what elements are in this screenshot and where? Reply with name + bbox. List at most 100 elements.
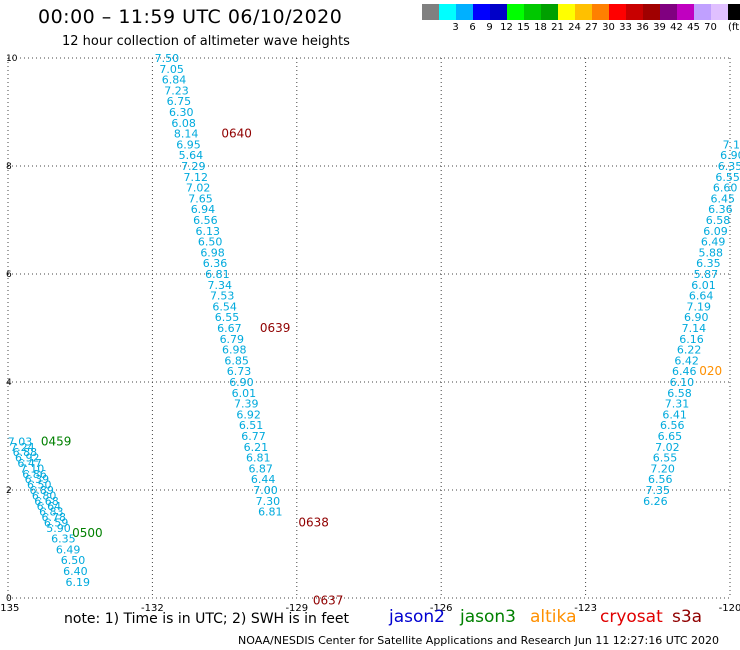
wave-height-value: 6.77: [241, 430, 266, 443]
legend-label: 33: [619, 22, 632, 33]
wave-height-value: 6.41: [662, 408, 687, 421]
wave-height-value: 6.59: [44, 516, 69, 529]
wave-height-value: 6.26: [643, 495, 668, 508]
wave-height-value: 7.29: [181, 160, 206, 173]
wave-height-value: 6.81: [246, 452, 271, 465]
wave-height-value: 6.86: [22, 468, 47, 481]
wave-height-value: 8.14: [174, 128, 199, 141]
y-tick-label: 0: [6, 594, 12, 604]
legend-swatch: [575, 4, 592, 20]
wave-height-value: 6.84: [162, 74, 187, 87]
wave-height-value: 5.64: [179, 149, 204, 162]
wave-height-value: 6.98: [222, 344, 247, 357]
legend-swatch: [541, 4, 558, 20]
wave-height-value: 6.80: [32, 489, 57, 502]
wave-height-value: 7.20: [650, 462, 675, 475]
wave-height-value: 7.35: [646, 484, 671, 497]
wave-height-value: 7.34: [208, 279, 233, 292]
legend-swatch: [609, 4, 626, 20]
legend-label: 70: [704, 22, 717, 33]
wave-height-value: 7.00: [253, 484, 278, 497]
wave-height-value: 6.39: [25, 473, 50, 486]
wave-height-value: 6.88: [13, 446, 38, 459]
wave-height-value: 5.87: [694, 268, 719, 281]
wave-height-value: 6.79: [220, 333, 245, 346]
wave-height-value: 6.35: [51, 533, 76, 546]
wave-height-value: 7.50: [155, 52, 180, 65]
legend-swatch: [660, 4, 677, 20]
footnote: note: 1) Time is in UTC; 2) SWH is in fe…: [64, 611, 350, 627]
wave-height-value: 6.44: [251, 473, 276, 486]
legend-swatch: [473, 4, 490, 20]
wave-height-value: 6.58: [706, 214, 731, 227]
wave-height-value: 6.54: [212, 300, 237, 313]
legend-label: 39: [653, 22, 666, 33]
wave-height-value: 7.03: [8, 435, 33, 448]
wave-height-value: 7.10: [20, 462, 45, 475]
wave-height-value: 6.78: [41, 511, 66, 524]
legend-label: 36: [636, 22, 649, 33]
wave-height-value: 6.36: [203, 257, 228, 270]
wave-height-value: 6.92: [15, 452, 40, 465]
legend-label: 27: [585, 22, 598, 33]
wave-height-value: 7.05: [159, 63, 184, 76]
pass-time-label: 0639: [260, 321, 291, 335]
wave-height-value: 6.56: [660, 419, 685, 432]
legend-label: 42: [670, 22, 683, 33]
wave-height-value: 6.10: [670, 376, 695, 389]
wave-height-value: 7.23: [164, 84, 189, 97]
wave-height-value: 6.89: [29, 484, 54, 497]
y-tick-label: 2: [6, 486, 12, 496]
wave-height-value: 6.95: [176, 138, 201, 151]
pass-time-label: 0500: [72, 526, 103, 540]
legend-label: 6: [469, 22, 476, 33]
wave-height-value: 6.94: [191, 203, 216, 216]
legend-swatch: [711, 4, 728, 20]
wave-height-value: 6.49: [701, 236, 726, 249]
y-tick-label: 8: [6, 162, 12, 172]
legend-swatch: [507, 4, 524, 20]
wave-height-value: 6.21: [244, 441, 269, 454]
y-tick-label: 10: [6, 54, 18, 64]
wave-height-value: 6.81: [258, 506, 283, 519]
satellite-s3a: s3a: [672, 607, 703, 627]
wave-height-value: 6.16: [679, 333, 704, 346]
wave-height-value: 6.92: [236, 408, 261, 421]
wave-height-value: 6.40: [63, 565, 88, 578]
y-tick-label: 6: [6, 270, 12, 280]
satellite-cryosat: cryosat: [600, 607, 663, 627]
legend-swatch: [728, 4, 740, 20]
wave-height-value: 7.15: [723, 138, 740, 151]
legend-swatch: [694, 4, 711, 20]
y-tick-label: 4: [6, 378, 12, 388]
satellite-altika: altika: [530, 607, 577, 627]
x-tick-label: -132: [141, 603, 164, 614]
pass-time-label: 0640: [221, 127, 252, 141]
wave-height-value: 6.09: [703, 225, 728, 238]
legend-label: 30: [602, 22, 615, 33]
wave-height-value: 6.56: [648, 473, 673, 486]
wave-height-value: 6.01: [691, 279, 716, 292]
legend-swatch: [524, 4, 541, 20]
legend-swatch: [626, 4, 643, 20]
legend-label: 12: [500, 22, 513, 33]
legend-unit: (ft): [728, 22, 740, 33]
wave-height-value: 6.30: [169, 106, 194, 119]
wave-height-value: 6.50: [27, 479, 52, 492]
wave-height-value: 6.90: [684, 311, 709, 324]
wave-height-value: 6.22: [677, 344, 702, 357]
wave-height-value: 5.90: [46, 522, 71, 535]
wave-height-value: 6.65: [658, 430, 683, 443]
wave-height-value: 6.08: [171, 117, 196, 130]
legend-swatch: [490, 4, 507, 20]
wave-height-value: 6.45: [711, 192, 736, 205]
chart-subtitle: 12 hour collection of altimeter wave hei…: [62, 34, 350, 49]
wave-height-value: 6.50: [61, 554, 86, 567]
wave-height-value: 6.55: [715, 171, 740, 184]
legend-swatch: [558, 4, 575, 20]
legend-swatch: [439, 4, 456, 20]
satellite-jason2: jason2: [389, 607, 445, 627]
wave-height-value: 6.90: [720, 149, 740, 162]
pass-time-label: 0459: [41, 434, 72, 448]
